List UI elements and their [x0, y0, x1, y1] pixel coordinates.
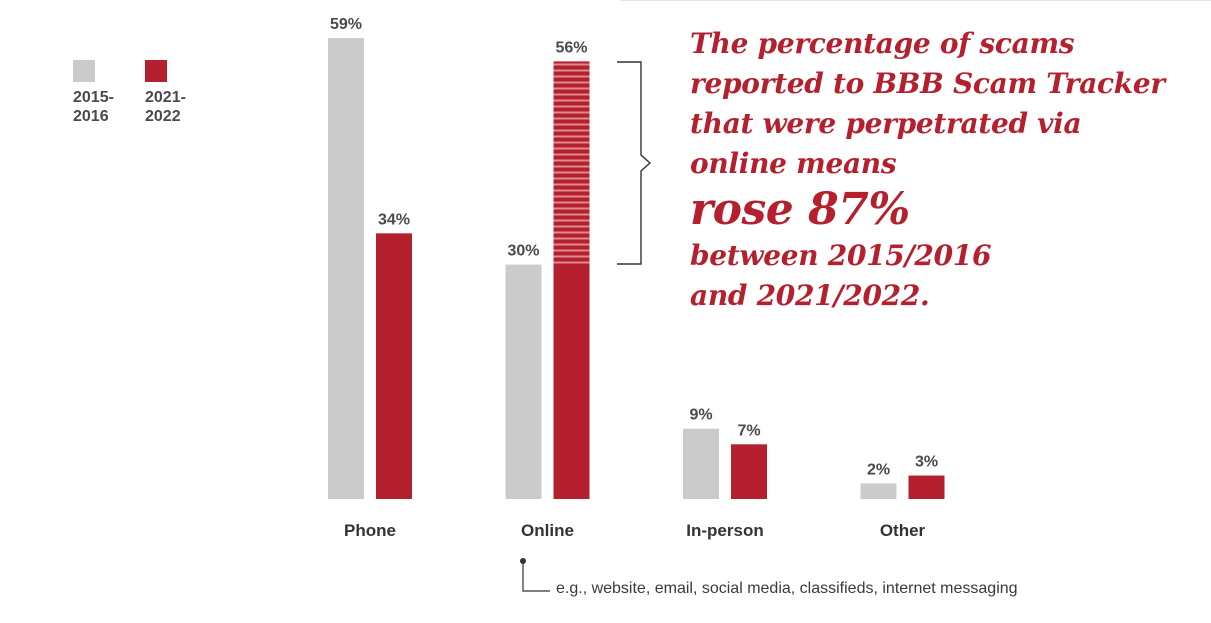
annotation: The percentage of scams reported to BBB … — [690, 24, 1200, 316]
legend-swatch-2015-2016 — [73, 60, 95, 82]
value-labels-group: 59% 34% 30% 56% 9% 7% 2% 3% — [330, 16, 938, 478]
annotation-line-6: and 2021/2022. — [690, 279, 930, 312]
value-label-phone-2015-2016: 59% — [330, 16, 362, 33]
category-label-other: Other — [880, 521, 926, 540]
bar-in-person-2021-2022 — [731, 444, 767, 499]
value-label-in-person-2015-2016: 9% — [689, 407, 712, 424]
footnote-connector — [520, 558, 550, 592]
category-label-phone: Phone — [344, 521, 396, 540]
legend-label-2015-2016: 2015- 2016 — [73, 89, 114, 125]
value-label-online-2021-2022: 56% — [555, 39, 587, 56]
value-label-other-2021-2022: 3% — [915, 454, 938, 471]
increase-bracket — [617, 61, 652, 265]
value-label-in-person-2021-2022: 7% — [737, 422, 760, 439]
bar-other-2021-2022 — [908, 475, 945, 499]
annotation-line-5: between 2015/2016 — [690, 239, 992, 272]
online-footnote: e.g., website, email, social media, clas… — [556, 580, 1018, 597]
bar-phone-2021-2022 — [376, 233, 412, 499]
annotation-highlight: rose 87% — [690, 184, 910, 235]
annotation-line-2: reported to BBB Scam Tracker — [690, 67, 1165, 100]
category-labels-group: Phone Online In-person Other — [344, 521, 926, 540]
top-rule — [620, 0, 1211, 1]
annotation-line-1: The percentage of scams — [690, 27, 1075, 60]
bar-phone-2015-2016 — [328, 38, 364, 499]
value-label-phone-2021-2022: 34% — [378, 211, 410, 228]
annotation-line-3: that were perpetrated via — [690, 107, 1082, 140]
category-label-in-person: In-person — [686, 521, 763, 540]
bar-other-2015-2016 — [860, 483, 897, 499]
bar-online-increase-portion — [553, 61, 590, 265]
annotation-line-4: online means — [690, 147, 897, 180]
bar-in-person-2015-2016 — [683, 428, 719, 499]
bar-online-2015-2016 — [505, 264, 542, 499]
legend-label-2021-2022: 2021- 2022 — [145, 89, 186, 125]
value-label-other-2015-2016: 2% — [867, 461, 890, 478]
bars-group — [328, 38, 945, 500]
legend-swatch-2021-2022 — [145, 60, 167, 82]
value-label-online-2015-2016: 30% — [507, 243, 539, 260]
category-label-online: Online — [521, 521, 574, 540]
